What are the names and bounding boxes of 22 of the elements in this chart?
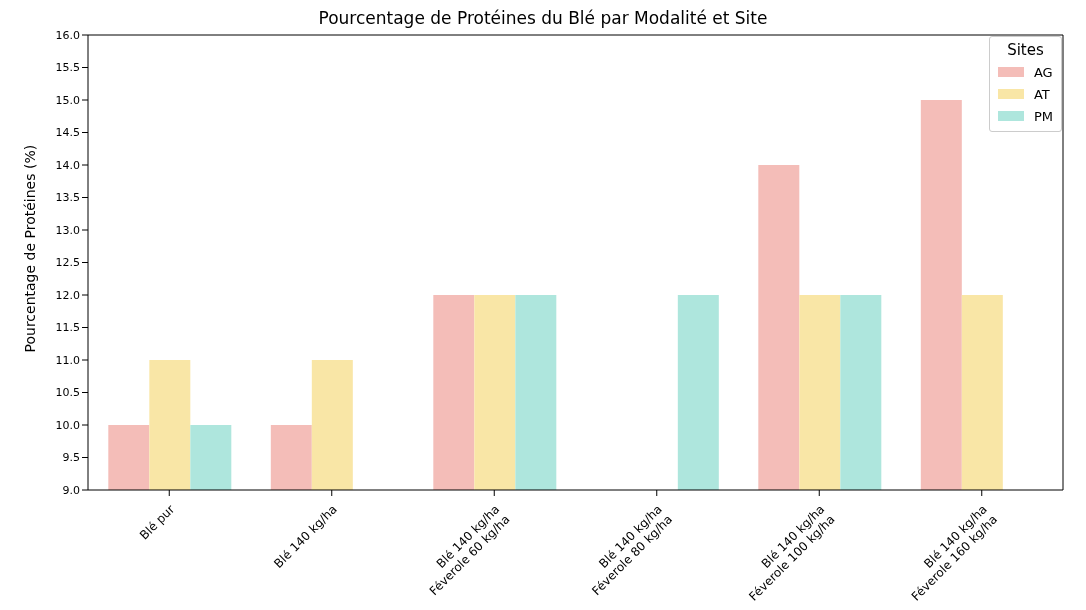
x-tick-label: Blé pur	[137, 502, 178, 543]
y-tick-label: 15.0	[55, 93, 80, 107]
legend-label: PM	[1033, 108, 1053, 124]
y-tick-label: 13.5	[55, 191, 80, 205]
y-axis-title: Pourcentage de Protéines (%)	[21, 144, 38, 353]
y-tick-label: 12.0	[55, 288, 80, 302]
y-tick-label: 11.5	[55, 321, 80, 335]
y-tick-label: 14.0	[55, 158, 80, 172]
y-tick-label: 9.5	[62, 451, 80, 465]
legend-title: Sites	[1006, 41, 1045, 59]
y-tick-label: 10.5	[55, 386, 80, 400]
y-tick-label: 9.0	[62, 483, 80, 497]
chart-title: Pourcentage de Protéines du Blé par Modalité et Site	[317, 8, 769, 30]
y-tick-label: 13.0	[55, 223, 80, 237]
y-tick-label: 15.5	[55, 61, 80, 75]
y-tick-label: 16.0	[55, 28, 80, 42]
y-tick-label: 11.0	[55, 353, 80, 367]
y-tick-label: 14.5	[55, 126, 80, 140]
legend-label: AG	[1033, 64, 1053, 80]
legend-label: AT	[1033, 86, 1050, 102]
y-tick-label: 10.0	[55, 418, 80, 432]
y-tick-label: 12.5	[55, 256, 80, 270]
